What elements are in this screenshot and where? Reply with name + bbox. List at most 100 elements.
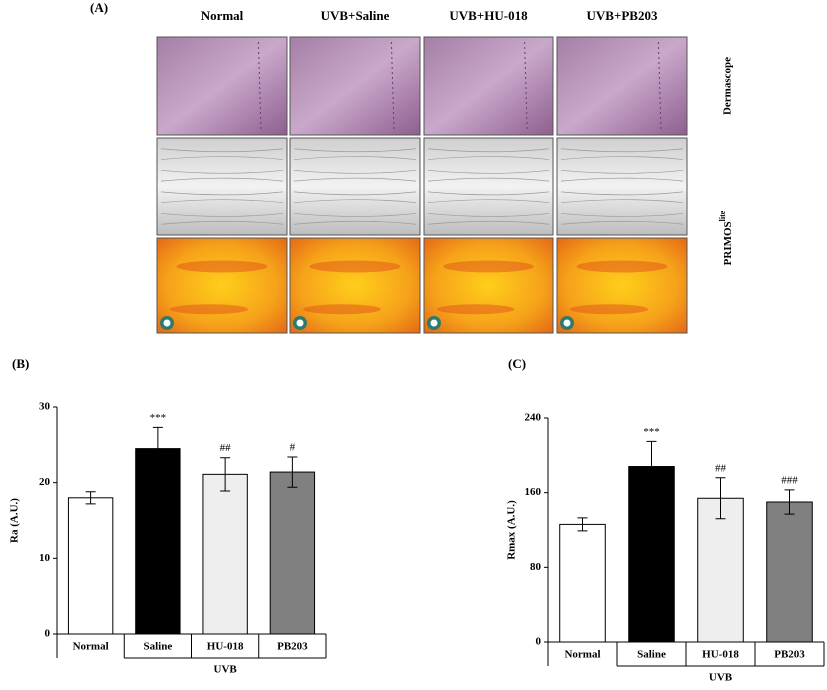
error-bar <box>577 517 588 532</box>
row-label: PRIMOSlite <box>718 210 734 265</box>
error-bar <box>152 426 163 471</box>
photo-detail <box>293 156 417 160</box>
photo-detail <box>560 156 684 160</box>
significance-label: # <box>290 441 296 453</box>
bar <box>559 523 606 643</box>
photo <box>556 137 688 236</box>
column-label: Normal <box>201 8 244 23</box>
error-bar <box>287 456 298 488</box>
x-tick-label: PB203 <box>277 641 308 653</box>
photo-detail <box>427 191 550 196</box>
bar <box>135 448 181 635</box>
significance-label: *** <box>150 412 167 424</box>
error-bar <box>715 477 726 520</box>
error-bar <box>784 489 795 515</box>
y-tick-label: 30 <box>39 401 51 413</box>
photo-detail <box>160 169 284 174</box>
y-tick-label: 10 <box>39 552 51 564</box>
error-bar <box>85 491 96 505</box>
bar <box>697 497 744 643</box>
photo-detail <box>160 191 284 196</box>
photo-detail <box>427 199 550 204</box>
photo-detail <box>427 156 550 160</box>
photo-detail <box>160 220 284 225</box>
photo-detail <box>160 213 284 217</box>
photo-detail <box>576 260 668 273</box>
photo-detail <box>563 319 571 327</box>
photo-detail <box>560 177 684 182</box>
x-tick-label: HU-018 <box>702 649 739 661</box>
photo-detail <box>309 260 401 273</box>
photo <box>556 237 688 334</box>
bar <box>766 501 813 643</box>
photo-detail <box>560 169 684 174</box>
photo-detail <box>427 148 550 153</box>
image-grid <box>156 36 688 334</box>
photo <box>156 237 288 334</box>
panel-label: (B) <box>12 356 29 371</box>
significance-label: ### <box>781 474 798 486</box>
photo <box>423 137 554 236</box>
photo-detail <box>560 191 684 196</box>
photo-detail <box>430 319 438 327</box>
significance-label: ## <box>715 462 727 474</box>
photo-detail <box>560 148 684 153</box>
significance-label: ## <box>220 442 232 454</box>
photo-detail <box>427 169 550 174</box>
photo-detail <box>436 304 515 315</box>
photo-detail <box>293 213 417 217</box>
row-label: Dermascope <box>722 57 734 115</box>
column-label: UVB+Saline <box>321 8 390 23</box>
column-label: UVB+HU-018 <box>449 8 528 23</box>
significance-label: *** <box>643 426 660 438</box>
photo-detail <box>170 304 248 315</box>
photo <box>289 237 421 334</box>
photo-detail <box>296 319 304 327</box>
y-tick-label: 0 <box>536 636 542 648</box>
photo-detail <box>160 148 284 153</box>
photo <box>289 36 421 136</box>
photo-detail <box>176 260 268 273</box>
photo-detail <box>160 177 284 182</box>
error-bar <box>646 440 657 493</box>
x-tick-label: HU-018 <box>207 641 244 653</box>
photo-detail <box>427 220 550 225</box>
photo-detail <box>293 177 417 182</box>
photo-detail <box>560 199 684 204</box>
row-label-text: PRIMOS <box>722 221 734 265</box>
y-tick-label: 20 <box>39 476 51 488</box>
photo-detail <box>293 220 417 225</box>
y-tick-label: 240 <box>525 412 542 424</box>
error-bar <box>220 457 231 492</box>
panel-label: (C) <box>508 356 526 371</box>
photo-detail <box>427 177 550 182</box>
photo <box>556 36 688 136</box>
photo-detail <box>570 304 648 315</box>
photo-detail <box>160 199 284 204</box>
photo <box>289 137 421 236</box>
y-tick-label: 160 <box>525 486 542 498</box>
row-label-sup: lite <box>718 210 727 221</box>
photo <box>423 36 554 136</box>
bar <box>628 466 675 643</box>
x-tick-label: Normal <box>73 641 109 653</box>
x-tick-label: PB203 <box>774 649 805 661</box>
y-tick-label: 0 <box>45 628 51 640</box>
y-axis-label: Rmax (A.U.) <box>506 500 518 560</box>
photo-detail <box>560 213 684 217</box>
photo-detail <box>427 213 550 217</box>
column-label: UVB+PB203 <box>587 8 658 23</box>
panel-label: (A) <box>90 0 108 15</box>
photo-detail <box>293 169 417 174</box>
y-tick-label: 80 <box>530 561 542 573</box>
photo <box>156 137 288 236</box>
photo-detail <box>303 304 381 315</box>
y-axis-label: Ra (A.U.) <box>9 498 21 543</box>
group-label: UVB <box>709 672 733 684</box>
x-tick-label: Normal <box>564 649 600 661</box>
photo-detail <box>443 260 534 273</box>
bar <box>269 471 316 635</box>
photo <box>156 36 288 136</box>
photo <box>423 237 554 334</box>
